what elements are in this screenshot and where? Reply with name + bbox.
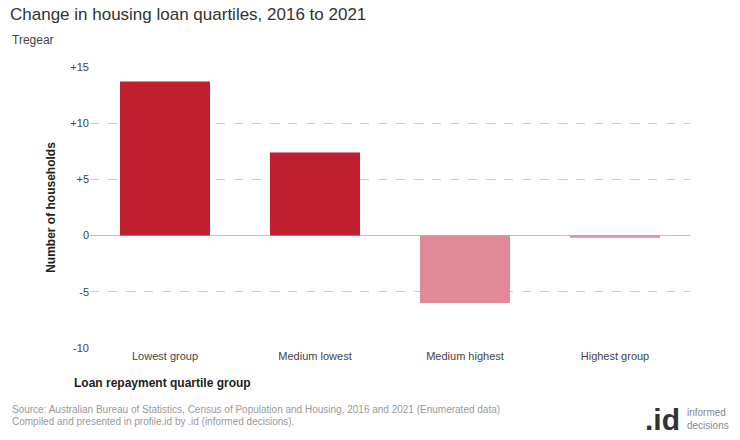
svg-text:-10: -10 (73, 342, 89, 354)
svg-text:Change in housing loan quartil: Change in housing loan quartiles, 2016 t… (10, 5, 366, 24)
svg-text:Source: Australian Bureau of S: Source: Australian Bureau of Statistics,… (12, 404, 500, 415)
svg-text:Highest group: Highest group (581, 350, 650, 362)
svg-text:Lowest group: Lowest group (132, 350, 198, 362)
svg-text:Medium highest: Medium highest (426, 350, 504, 362)
svg-text:Number of households: Number of households (44, 142, 58, 273)
svg-text:+5: +5 (76, 173, 89, 185)
svg-text:0: 0 (83, 229, 89, 241)
svg-text:Tregear: Tregear (12, 33, 54, 47)
svg-text:Medium lowest: Medium lowest (278, 350, 351, 362)
svg-text:.id: .id (645, 403, 680, 436)
svg-text:Loan repayment quartile group: Loan repayment quartile group (74, 376, 251, 390)
svg-text:Compiled and presented in prof: Compiled and presented in profile.id by … (12, 416, 294, 427)
svg-text:+10: +10 (70, 117, 89, 129)
svg-text:informeddecisions: informeddecisions (687, 407, 729, 431)
svg-text:+15: +15 (70, 61, 89, 73)
svg-text:-5: -5 (79, 286, 89, 298)
